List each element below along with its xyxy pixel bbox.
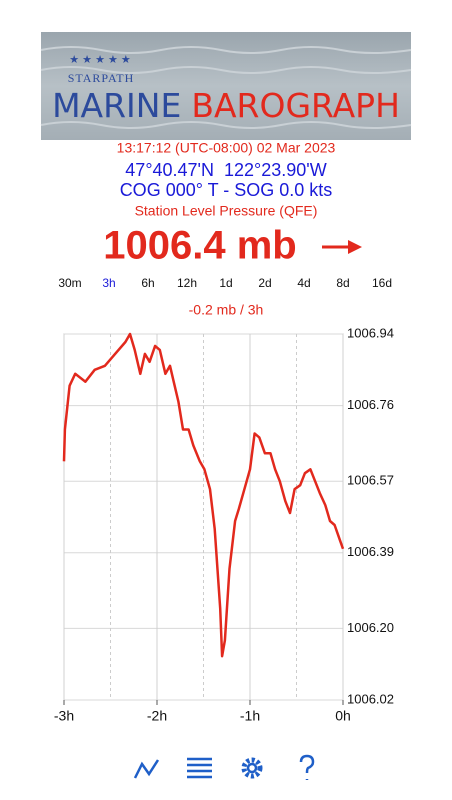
help-button[interactable] [299, 754, 315, 780]
pressure-reading: 1006.4 mb [103, 224, 296, 268]
y-tick-label: 1006.57 [347, 473, 394, 488]
y-tick-label: 1006.39 [347, 544, 394, 559]
x-tick-label: -3h [54, 708, 74, 724]
range-tab[interactable]: 4d [297, 276, 310, 290]
pressure-label: Station Level Pressure (QFE) [135, 203, 318, 219]
title-right: BAROGRAPH [191, 86, 400, 125]
app-title: MARINE BAROGRAPH [52, 86, 400, 125]
timestamp: 13:17:12 (UTC-08:00) 02 Mar 2023 [117, 140, 336, 156]
range-tab[interactable]: 6h [141, 276, 154, 290]
range-tab[interactable]: 8d [336, 276, 349, 290]
range-tabs: 30m 3h 6h 12h 1d 2d 4d 8d 16d [58, 276, 392, 290]
settings-button[interactable] [241, 757, 263, 779]
range-tab[interactable]: 30m [58, 276, 81, 290]
trend-text: -0.2 mb / 3h [189, 302, 264, 318]
chart: 1006.94 1006.76 1006.57 1006.39 1006.20 1006.… [54, 325, 394, 723]
pressure-line [62, 332, 345, 658]
arrow-head [348, 240, 362, 254]
range-tab[interactable]: 1d [219, 276, 232, 290]
y-tick-label: 1006.02 [347, 691, 394, 706]
y-tick-label: 1006.20 [347, 620, 394, 635]
header-banner: ★ ★ ★ ★ ★ STARPATH MARINE BAROGRAPH [40, 32, 412, 140]
brand: STARPATH [68, 71, 135, 85]
logo-stars: ★ ★ ★ ★ ★ [69, 54, 131, 66]
bottom-toolbar [133, 754, 315, 780]
course: COG 000° T - SOG 0.0 kts [120, 180, 333, 200]
y-tick-label: 1006.76 [347, 397, 394, 412]
chart-button[interactable] [133, 759, 160, 779]
y-tick-label: 1006.94 [347, 325, 394, 340]
range-tab[interactable]: 12h [177, 276, 197, 290]
x-tick-label: -1h [240, 708, 260, 724]
position: 47°40.47'N 122°23.90'W [125, 160, 326, 180]
range-tab[interactable]: 3h [102, 276, 115, 290]
range-tab[interactable]: 2d [258, 276, 271, 290]
x-tick-label: 0h [335, 708, 351, 724]
trend-arrow [322, 240, 362, 254]
wave-texture [40, 46, 412, 129]
title-left: MARINE [52, 86, 181, 125]
list-button[interactable] [187, 757, 212, 779]
range-tab[interactable]: 16d [372, 276, 392, 290]
x-tick-label: -2h [147, 708, 167, 724]
